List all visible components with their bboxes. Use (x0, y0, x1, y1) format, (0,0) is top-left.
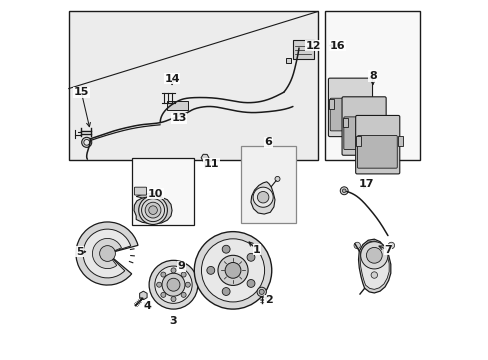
Circle shape (259, 289, 264, 294)
FancyBboxPatch shape (131, 158, 194, 225)
FancyBboxPatch shape (329, 98, 369, 131)
Circle shape (257, 287, 266, 297)
Circle shape (161, 272, 165, 277)
FancyBboxPatch shape (397, 136, 402, 146)
FancyBboxPatch shape (342, 118, 347, 127)
FancyBboxPatch shape (286, 58, 290, 63)
FancyBboxPatch shape (166, 101, 187, 111)
Text: 9: 9 (178, 261, 185, 271)
Circle shape (181, 272, 186, 277)
Circle shape (366, 247, 382, 263)
Text: 4: 4 (142, 301, 151, 311)
Circle shape (145, 202, 161, 218)
Circle shape (171, 297, 176, 302)
Circle shape (222, 288, 230, 296)
FancyBboxPatch shape (325, 12, 419, 160)
Polygon shape (134, 197, 172, 224)
Circle shape (83, 139, 89, 145)
Circle shape (148, 206, 157, 215)
FancyBboxPatch shape (69, 12, 317, 160)
Text: 12: 12 (305, 41, 321, 50)
Circle shape (387, 242, 394, 249)
FancyBboxPatch shape (328, 78, 372, 136)
Circle shape (253, 187, 273, 207)
Circle shape (257, 192, 268, 203)
Circle shape (171, 268, 176, 273)
FancyBboxPatch shape (241, 146, 296, 223)
Circle shape (222, 245, 230, 253)
Wedge shape (92, 238, 121, 269)
FancyBboxPatch shape (356, 136, 361, 146)
FancyBboxPatch shape (134, 187, 146, 195)
Circle shape (246, 279, 254, 287)
Circle shape (156, 282, 162, 287)
Polygon shape (358, 239, 390, 293)
FancyBboxPatch shape (357, 135, 396, 168)
Text: 8: 8 (368, 71, 376, 81)
Circle shape (342, 189, 346, 193)
Text: 6: 6 (264, 138, 272, 147)
Text: 3: 3 (169, 316, 176, 325)
Circle shape (194, 231, 271, 309)
Text: 2: 2 (264, 295, 272, 305)
Circle shape (353, 242, 360, 249)
Circle shape (274, 176, 280, 181)
Circle shape (81, 137, 92, 147)
Circle shape (167, 278, 180, 291)
Text: 14: 14 (164, 74, 180, 84)
Circle shape (370, 272, 377, 278)
FancyBboxPatch shape (369, 99, 375, 109)
Circle shape (246, 253, 254, 261)
Polygon shape (359, 241, 388, 289)
Circle shape (155, 266, 192, 303)
Text: 16: 16 (329, 41, 345, 50)
Circle shape (218, 255, 247, 285)
Circle shape (139, 196, 167, 225)
Wedge shape (83, 229, 130, 278)
Text: 15: 15 (74, 87, 89, 97)
Circle shape (224, 262, 241, 278)
Circle shape (100, 246, 115, 261)
Circle shape (149, 260, 198, 309)
Polygon shape (136, 193, 162, 198)
Circle shape (162, 273, 184, 296)
Text: 5: 5 (76, 247, 83, 257)
Text: 10: 10 (147, 189, 163, 199)
FancyBboxPatch shape (341, 97, 386, 155)
Wedge shape (76, 222, 138, 285)
FancyBboxPatch shape (292, 40, 313, 59)
Circle shape (181, 292, 186, 297)
FancyBboxPatch shape (383, 118, 388, 127)
FancyBboxPatch shape (355, 116, 399, 174)
Circle shape (201, 239, 264, 302)
Circle shape (340, 187, 347, 195)
FancyBboxPatch shape (343, 117, 383, 149)
FancyBboxPatch shape (328, 99, 333, 109)
Text: 17: 17 (358, 179, 373, 189)
Text: 7: 7 (383, 245, 391, 255)
Text: 1: 1 (253, 245, 261, 255)
Circle shape (161, 292, 165, 297)
Circle shape (360, 242, 387, 269)
Text: 11: 11 (203, 159, 219, 169)
Text: 13: 13 (171, 113, 186, 123)
Circle shape (206, 266, 214, 274)
Polygon shape (250, 182, 274, 214)
Circle shape (185, 282, 190, 287)
